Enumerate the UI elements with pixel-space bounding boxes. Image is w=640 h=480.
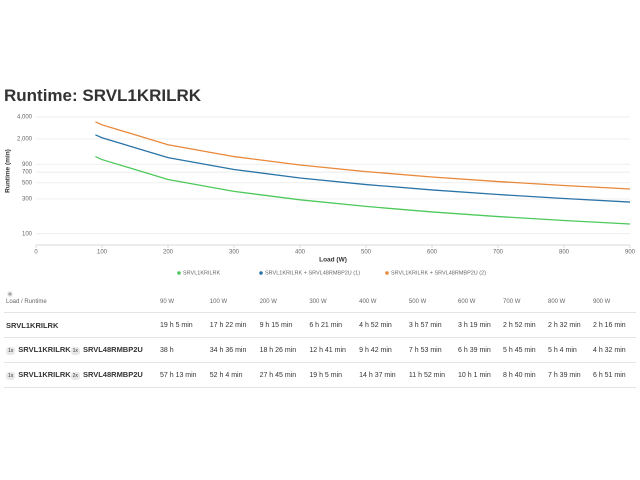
product-name: SRVL48RMBP2U xyxy=(82,370,143,379)
row-label: SRVL1KRILRK xyxy=(4,312,158,338)
column-header: 800 W xyxy=(546,291,591,313)
runtime-cell: 3 h 57 min xyxy=(406,312,457,338)
legend-marker xyxy=(177,271,181,275)
x-tick-label: 100 xyxy=(97,250,108,256)
y-tick-label: 2,000 xyxy=(17,137,33,143)
runtime-cell: 10 h 1 min xyxy=(456,362,502,388)
runtime-cell: 9 h 15 min xyxy=(257,312,308,338)
x-tick-label: 200 xyxy=(163,250,174,256)
column-header: 300 W xyxy=(307,291,358,313)
series-line xyxy=(95,121,631,190)
runtime-cell: 4 h 32 min xyxy=(590,337,636,363)
runtime-cell: 3 h 19 min xyxy=(456,312,502,338)
column-header: 90 W xyxy=(158,291,208,313)
legend-label: SRVL1KRILRK xyxy=(183,270,221,276)
runtime-cell: 6 h 39 min xyxy=(456,337,502,363)
runtime-cell: 5 h 45 min xyxy=(501,337,546,363)
column-header: Load / Runtime xyxy=(4,291,158,313)
x-tick-label: 800 xyxy=(559,250,570,256)
y-tick-label: 4,000 xyxy=(17,115,33,121)
column-header: 400 W xyxy=(357,291,407,313)
column-header: 600 W xyxy=(456,291,502,313)
legend-marker xyxy=(259,271,263,275)
y-tick-label: 900 xyxy=(22,162,33,168)
row-label: 1x SRVL1KRILRK 1x SRVL48RMBP2U xyxy=(4,291,158,363)
runtime-cell: 7 h 39 min xyxy=(546,362,591,388)
x-tick-label: 900 xyxy=(625,250,636,256)
runtime-cell: 34 h 36 min xyxy=(207,337,258,363)
table-row: SRVL1KRILRK 19 h 5 min 17 h 22 min 9 h 15 m… xyxy=(4,312,636,338)
x-tick-label: 400 xyxy=(295,250,306,256)
runtime-cell: 2 h 16 min xyxy=(590,312,636,338)
runtime-cell: 7 h 53 min xyxy=(406,337,457,363)
runtime-cell: 19 h 5 min xyxy=(307,362,358,388)
runtime-cell: 17 h 22 min xyxy=(207,312,258,338)
runtime-cell: 8 h 40 min xyxy=(501,362,546,388)
x-tick-label: 500 xyxy=(361,250,372,256)
runtime-table: Load / Runtime 90 W 100 W 200 W 300 W 400 W 50… xyxy=(4,291,636,388)
y-tick-label: 500 xyxy=(22,180,33,186)
runtime-cell: 18 h 26 min xyxy=(257,337,308,363)
column-header: 500 W xyxy=(406,291,457,313)
runtime-cell: 4 h 52 min xyxy=(357,312,407,338)
series-line xyxy=(95,155,631,225)
chart: 100 300 500 700 900 2,000 4,000 0 100 200 300 400 50… xyxy=(5,115,636,277)
product-name: SRVL1KRILRK xyxy=(18,345,71,354)
quantity-badge: 1x xyxy=(6,372,16,380)
runtime-cell: 9 h 42 min xyxy=(357,337,407,363)
runtime-cell: 52 h 4 min xyxy=(207,362,258,388)
runtime-cell: 14 h 37 min xyxy=(357,362,407,388)
product-name: SRVL1KRILRK xyxy=(6,320,59,330)
runtime-cell: 57 h 13 min xyxy=(158,362,208,388)
runtime-cell: 27 h 45 min xyxy=(257,362,308,388)
x-tick-label: 600 xyxy=(427,250,438,256)
legend-label: SRVL1KRILRK + SRVL48RMBP2U (2) xyxy=(391,270,486,276)
x-axis-label: Load (W) xyxy=(319,257,347,264)
row-label: 1x SRVL1KRILRK 2x SRVL48RMBP2U xyxy=(4,291,158,388)
page-title: Runtime: SRVL1KRILRK xyxy=(4,86,202,105)
table-row: 1x SRVL1KRILRK 2x SRVL48RMBP2U 57 h 13 min 52… xyxy=(4,291,636,388)
column-header: 700 W xyxy=(501,291,546,313)
x-tick-label: 300 xyxy=(229,250,240,256)
runtime-cell: 6 h 51 min xyxy=(590,362,636,388)
x-tick-label: 0 xyxy=(34,250,38,256)
runtime-cell: 2 h 32 min xyxy=(546,312,591,338)
plus-icon xyxy=(7,291,13,297)
y-tick-label: 100 xyxy=(22,231,33,237)
y-tick-label: 300 xyxy=(22,197,33,203)
quantity-badge: 1x xyxy=(6,347,16,355)
product-name: SRVL1KRILRK xyxy=(18,370,71,379)
quantity-badge: 1x xyxy=(70,347,80,355)
y-axis-label: Runtime (min) xyxy=(5,149,12,193)
runtime-cell: 38 h xyxy=(158,337,208,363)
column-header: 200 W xyxy=(257,291,308,313)
quantity-badge: 2x xyxy=(70,372,80,380)
legend-marker xyxy=(385,271,389,275)
series-line xyxy=(95,134,631,203)
runtime-cell: 2 h 52 min xyxy=(501,312,546,338)
table-row: 1x SRVL1KRILRK 1x SRVL48RMBP2U 38 h 34 h 36 m… xyxy=(4,291,636,363)
column-header: 100 W xyxy=(207,291,258,313)
runtime-cell: 5 h 4 min xyxy=(546,337,591,363)
x-tick-label: 700 xyxy=(493,250,504,256)
runtime-cell: 19 h 5 min xyxy=(158,312,208,338)
legend-label: SRVL1KRILRK + SRVL48RMBP2U (1) xyxy=(265,270,360,276)
y-tick-label: 700 xyxy=(22,170,33,176)
runtime-cell: 12 h 41 min xyxy=(307,337,358,363)
runtime-cell: 6 h 21 min xyxy=(307,312,358,338)
header-row: Load / Runtime 90 W 100 W 200 W 300 W 400 W 50… xyxy=(4,291,636,313)
column-header: 900 W xyxy=(590,291,636,313)
runtime-cell: 11 h 52 min xyxy=(406,362,457,388)
product-name: SRVL48RMBP2U xyxy=(82,345,143,354)
